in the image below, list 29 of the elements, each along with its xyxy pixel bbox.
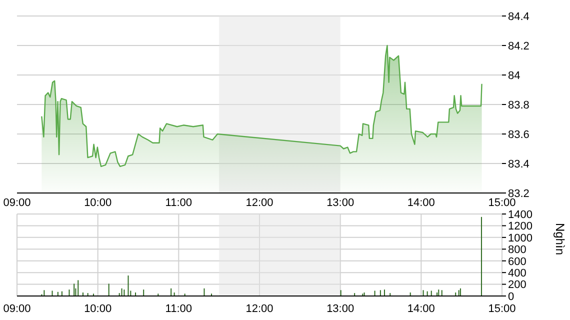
x-tick-label: 14:00 — [407, 197, 435, 209]
x-tick-label: 12:00 — [246, 197, 274, 209]
y-tick-label: 400 — [508, 267, 526, 280]
y-tick-label: 1400 — [508, 208, 532, 221]
x2-tick-label: 11:00 — [165, 302, 192, 315]
y-tick-label: 200 — [508, 279, 526, 292]
x2-tick-label: 13:00 — [326, 302, 354, 315]
x-tick-label: 13:00 — [326, 197, 354, 209]
y-tick-label: 1200 — [508, 220, 532, 233]
x2-tick-label: 12:00 — [246, 302, 274, 315]
y-tick-label: 800 — [508, 244, 526, 256]
y-tick-label: 84.2 — [508, 40, 530, 52]
y-tick-label: 0 — [508, 290, 514, 303]
y-tick-label: 84 — [508, 70, 520, 82]
x-tick-label: 15:00 — [488, 197, 516, 209]
y-tick-label: 83.6 — [508, 128, 530, 141]
x-tick-label: 10:00 — [84, 197, 112, 209]
y-tick-label: 1000 — [508, 232, 532, 244]
y-tick-label: 600 — [508, 256, 526, 268]
x-tick-label: 09:00 — [3, 197, 31, 209]
x2-tick-label: 14:00 — [407, 302, 435, 315]
x-tick-label: 11:00 — [165, 197, 192, 209]
y-tick-label: 83.4 — [508, 158, 530, 170]
y-axis-title: Nghìn — [552, 222, 567, 255]
x2-tick-label: 09:00 — [3, 302, 31, 315]
y-tick-label: 83.8 — [508, 99, 530, 112]
x2-tick-label: 15:00 — [488, 302, 516, 315]
y-tick-label: 84.4 — [508, 10, 530, 23]
x2-tick-label: 10:00 — [84, 302, 112, 315]
